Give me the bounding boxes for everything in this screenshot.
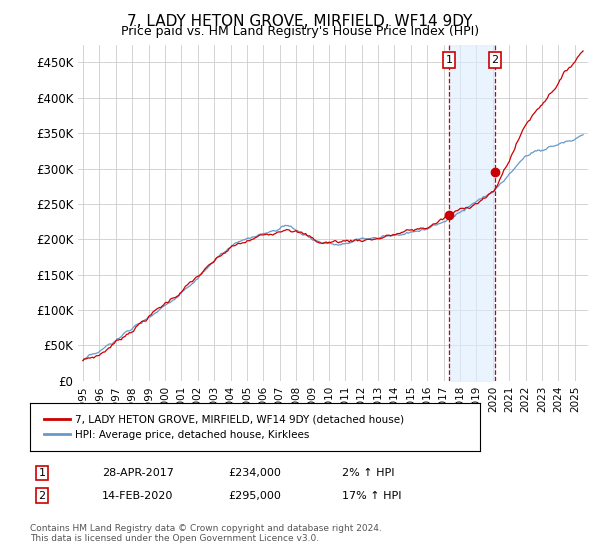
Text: Price paid vs. HM Land Registry's House Price Index (HPI): Price paid vs. HM Land Registry's House …	[121, 25, 479, 38]
Legend: 7, LADY HETON GROVE, MIRFIELD, WF14 9DY (detached house), HPI: Average price, de: 7, LADY HETON GROVE, MIRFIELD, WF14 9DY …	[40, 410, 409, 444]
Text: 1: 1	[38, 468, 46, 478]
Text: Contains HM Land Registry data © Crown copyright and database right 2024.
This d: Contains HM Land Registry data © Crown c…	[30, 524, 382, 543]
Text: 2% ↑ HPI: 2% ↑ HPI	[342, 468, 395, 478]
Text: 14-FEB-2020: 14-FEB-2020	[102, 491, 173, 501]
Text: £234,000: £234,000	[228, 468, 281, 478]
Text: 7, LADY HETON GROVE, MIRFIELD, WF14 9DY: 7, LADY HETON GROVE, MIRFIELD, WF14 9DY	[127, 14, 473, 29]
Text: 1: 1	[446, 55, 452, 65]
Text: £295,000: £295,000	[228, 491, 281, 501]
Text: 17% ↑ HPI: 17% ↑ HPI	[342, 491, 401, 501]
Text: 28-APR-2017: 28-APR-2017	[102, 468, 174, 478]
Text: 2: 2	[38, 491, 46, 501]
Text: 2: 2	[491, 55, 499, 65]
